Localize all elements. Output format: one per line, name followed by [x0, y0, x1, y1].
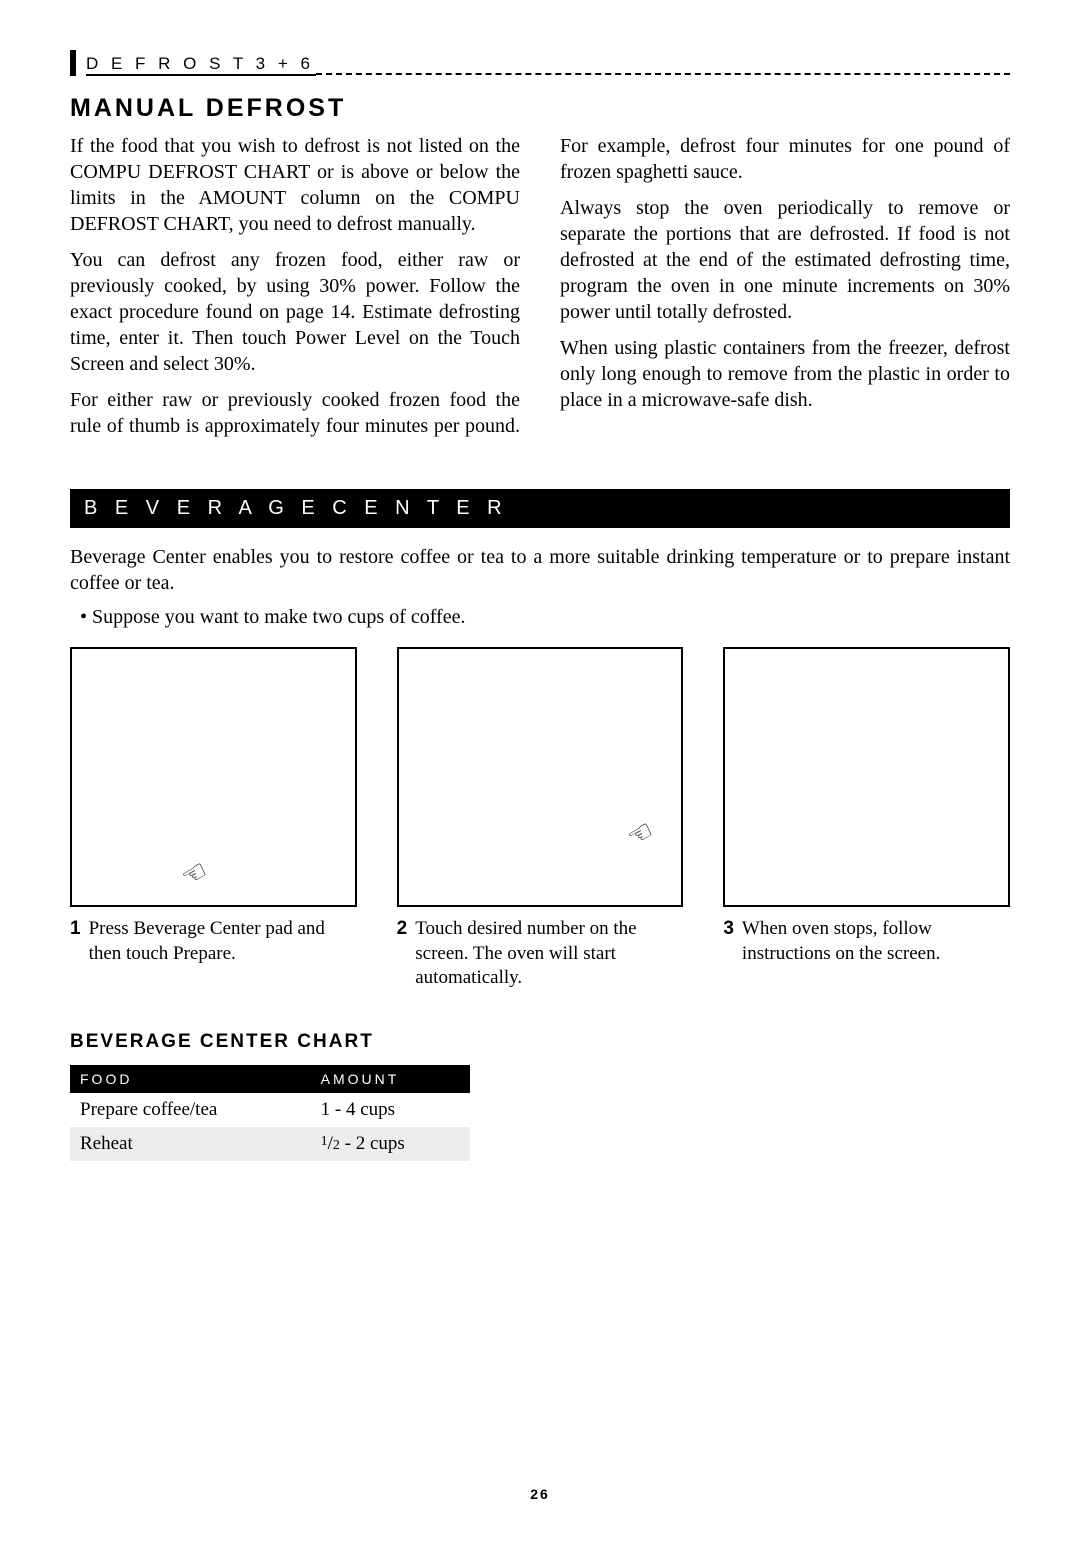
para: If the food that you wish to defrost is …: [70, 133, 520, 237]
step-2: ☜ 2 Touch desired number on the screen. …: [397, 647, 684, 991]
step-text: When oven stops, follow instructions on …: [742, 917, 1010, 966]
chart-title: BEVERAGE CENTER CHART: [70, 1031, 1010, 1053]
cell-food: Prepare coffee/tea: [70, 1093, 311, 1127]
header-dashline: [316, 73, 1010, 75]
cell-amount: 1 - 4 cups: [311, 1093, 470, 1127]
step-num: 3: [723, 917, 734, 966]
hand-icon: ☜: [175, 853, 214, 895]
beverage-intro: Beverage Center enables you to restore c…: [70, 544, 1010, 596]
beverage-chart: FOOD AMOUNT Prepare coffee/tea 1 - 4 cup…: [70, 1065, 470, 1161]
step-text: Press Beverage Center pad and then touch…: [89, 917, 357, 966]
page-header: D E F R O S T 3 + 6: [70, 50, 1010, 76]
page-number: 26: [0, 1486, 1080, 1502]
step-caption: 2 Touch desired number on the screen. Th…: [397, 917, 684, 991]
chart-header-amount: AMOUNT: [311, 1065, 470, 1093]
para: Always stop the oven periodically to rem…: [560, 195, 1010, 325]
step-text: Touch desired number on the screen. The …: [415, 917, 683, 991]
para: You can defrost any frozen food, either …: [70, 247, 520, 377]
hand-icon: ☜: [621, 813, 660, 855]
step-box: ☜: [70, 647, 357, 907]
defrost-label: D E F R O S T 3 + 6: [86, 54, 316, 76]
step-box: ☜: [397, 647, 684, 907]
beverage-center-bar: B E V E R A G E C E N T E R: [70, 489, 1010, 528]
table-row: Reheat 1/2 - 2 cups: [70, 1127, 470, 1161]
steps-row: ☜ 1 Press Beverage Center pad and then t…: [70, 647, 1010, 991]
beverage-bullet: • Suppose you want to make two cups of c…: [80, 606, 1010, 629]
step-caption: 1 Press Beverage Center pad and then tou…: [70, 917, 357, 966]
manual-defrost-body: If the food that you wish to defrost is …: [70, 133, 1010, 439]
manual-defrost-title: MANUAL DEFROST: [70, 94, 1010, 123]
step-3: 3 When oven stops, follow instructions o…: [723, 647, 1010, 991]
step-caption: 3 When oven stops, follow instructions o…: [723, 917, 1010, 966]
table-row: Prepare coffee/tea 1 - 4 cups: [70, 1093, 470, 1127]
step-num: 2: [397, 917, 408, 991]
para: When using plastic containers from the f…: [560, 335, 1010, 413]
header-marker: [70, 50, 76, 76]
chart-header-food: FOOD: [70, 1065, 311, 1093]
step-1: ☜ 1 Press Beverage Center pad and then t…: [70, 647, 357, 991]
cell-amount: 1/2 - 2 cups: [311, 1127, 470, 1161]
bullet-text: Suppose you want to make two cups of cof…: [92, 606, 465, 628]
step-box: [723, 647, 1010, 907]
cell-food: Reheat: [70, 1127, 311, 1161]
step-num: 1: [70, 917, 81, 966]
